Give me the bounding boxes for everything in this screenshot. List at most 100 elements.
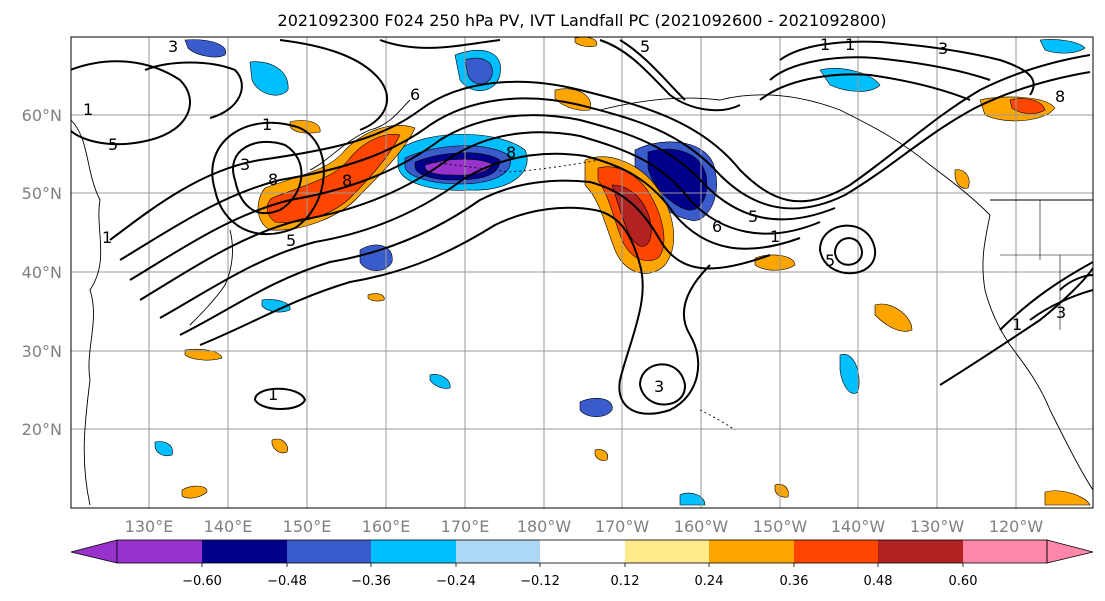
ivt-contour bbox=[199, 206, 711, 415]
latitude-labels: 20°N 30°N 40°N 50°N 60°N bbox=[22, 106, 62, 439]
negative-pv-blob bbox=[1039, 39, 1086, 54]
ivt-contour-closed bbox=[211, 121, 325, 236]
ivt-contour-closed bbox=[638, 363, 687, 406]
contour-label: 3 bbox=[240, 155, 250, 174]
positive-pv-blob bbox=[874, 303, 913, 332]
map-panel: 1 3 5 8 1 5 8 1 3 6 5 8 1 3 1 6 5 8 1 5 bbox=[70, 35, 1094, 509]
north-america-coastline bbox=[982, 214, 1093, 491]
positive-pv-blob bbox=[754, 254, 796, 271]
colorbar-tick-label: −0.48 bbox=[267, 574, 307, 589]
asia-coastline bbox=[71, 119, 102, 506]
lon-label: 170°E bbox=[441, 517, 490, 536]
colorbar-segment bbox=[625, 540, 709, 563]
ivt-contour bbox=[999, 261, 1093, 331]
colorbar-tick-label: −0.24 bbox=[436, 574, 476, 589]
colorbar-tick-label: 0.24 bbox=[695, 574, 724, 589]
aleutian-islands bbox=[419, 159, 601, 173]
colorbar-segment bbox=[287, 540, 371, 563]
positive-pv-blob bbox=[184, 348, 223, 361]
lon-label: 160°W bbox=[674, 517, 729, 536]
negative-pv-blob bbox=[154, 441, 173, 457]
ivt-contour bbox=[779, 40, 1035, 96]
ivt-contours bbox=[71, 39, 1093, 415]
lon-label: 160°E bbox=[362, 517, 411, 536]
contour-label: 5 bbox=[748, 207, 758, 226]
ivt-contour bbox=[179, 179, 771, 336]
lon-label: 130°W bbox=[910, 517, 965, 536]
longitude-labels: 130°E 140°E 150°E 160°E 170°E 180°W 170°… bbox=[125, 517, 1044, 536]
lon-label: 130°E bbox=[125, 517, 174, 536]
ivt-contour bbox=[109, 54, 1091, 241]
lon-label: 170°W bbox=[595, 517, 650, 536]
positive-pv-blob bbox=[954, 169, 970, 189]
ivt-contour bbox=[139, 131, 821, 301]
ivt-contour bbox=[379, 39, 501, 49]
positive-pv-blob bbox=[1044, 490, 1091, 506]
hawaii-islands bbox=[699, 409, 736, 431]
colorbar-tick-label: −0.60 bbox=[182, 574, 222, 589]
ivt-contour bbox=[129, 114, 836, 281]
contour-label: 6 bbox=[410, 85, 420, 104]
colorbar-segment bbox=[202, 540, 287, 563]
ivt-contour bbox=[1029, 289, 1093, 321]
lon-label: 140°E bbox=[204, 517, 253, 536]
contour-label: 3 bbox=[1056, 303, 1066, 322]
ivt-contour bbox=[159, 152, 801, 319]
coastlines bbox=[71, 94, 1093, 506]
contour-label: 3 bbox=[654, 377, 664, 396]
colorbar-tick-label: −0.12 bbox=[520, 574, 560, 589]
lat-label: 40°N bbox=[22, 263, 62, 282]
ivt-contour bbox=[119, 71, 1091, 261]
positive-pv-blob bbox=[594, 449, 608, 461]
colorbar-extend-left bbox=[70, 539, 118, 564]
positive-pv-blob bbox=[1009, 98, 1046, 114]
colorbar-tick-label: 0.48 bbox=[864, 574, 893, 589]
contour-label: 8 bbox=[1055, 87, 1065, 106]
contour-label: 6 bbox=[712, 217, 722, 236]
lat-label: 20°N bbox=[22, 420, 62, 439]
colorbar-segment bbox=[371, 540, 456, 563]
ivt-contour bbox=[1059, 274, 1093, 291]
contour-label: 1 bbox=[770, 227, 780, 246]
ivt-contour-closed bbox=[833, 237, 864, 266]
ivt-contour-closed bbox=[253, 387, 307, 410]
colorbar-tick-label: 0.36 bbox=[780, 574, 809, 589]
contour-label: 1 bbox=[820, 35, 830, 54]
colorbar-tick-label: −0.36 bbox=[351, 574, 391, 589]
kamchatka-coastline bbox=[309, 99, 411, 171]
positive-pv-blob bbox=[271, 438, 288, 454]
negative-pv-blob bbox=[429, 374, 451, 389]
contour-label: 8 bbox=[342, 171, 352, 190]
colorbar-segment bbox=[117, 540, 202, 563]
contour-label: 5 bbox=[108, 135, 118, 154]
ivt-contour-closed bbox=[818, 224, 877, 275]
contour-label: 3 bbox=[168, 37, 178, 56]
lat-label: 30°N bbox=[22, 342, 62, 361]
contour-label: 8 bbox=[268, 170, 278, 189]
negative-pv-blob bbox=[464, 57, 493, 85]
negative-pv-blob bbox=[184, 39, 227, 58]
colorbar-ticks bbox=[201, 563, 964, 567]
lon-label: 140°W bbox=[831, 517, 886, 536]
pv-shading bbox=[154, 37, 1091, 506]
contour-labels: 1 3 5 8 1 5 8 1 3 6 5 8 1 3 1 6 5 8 1 5 bbox=[83, 35, 1066, 404]
colorbar-segment bbox=[963, 540, 1047, 563]
colorbar-extend-right bbox=[1046, 539, 1094, 564]
ivt-contour-closed bbox=[232, 140, 303, 215]
map-content: 1 3 5 8 1 5 8 1 3 6 5 8 1 3 1 6 5 8 1 5 bbox=[71, 35, 1093, 508]
negative-pv-blob bbox=[249, 61, 289, 96]
figure-title: 2021092300 F024 250 hPa PV, IVT Landfall… bbox=[278, 11, 887, 30]
japan-coastline bbox=[189, 229, 233, 326]
contour-label: 3 bbox=[938, 39, 948, 58]
contour-label: 1 bbox=[102, 228, 112, 247]
colorbar-segment bbox=[456, 540, 540, 563]
lon-label: 120°W bbox=[989, 517, 1044, 536]
colorbar-segment bbox=[540, 540, 625, 563]
colorbar-tick-label: 0.12 bbox=[611, 574, 640, 589]
contour-label: 1 bbox=[1012, 315, 1022, 334]
lat-label: 50°N bbox=[22, 184, 62, 203]
negative-pv-core bbox=[647, 148, 708, 211]
contour-label: 1 bbox=[262, 115, 272, 134]
contour-label: 5 bbox=[825, 251, 835, 270]
contour-label: 5 bbox=[286, 231, 296, 250]
